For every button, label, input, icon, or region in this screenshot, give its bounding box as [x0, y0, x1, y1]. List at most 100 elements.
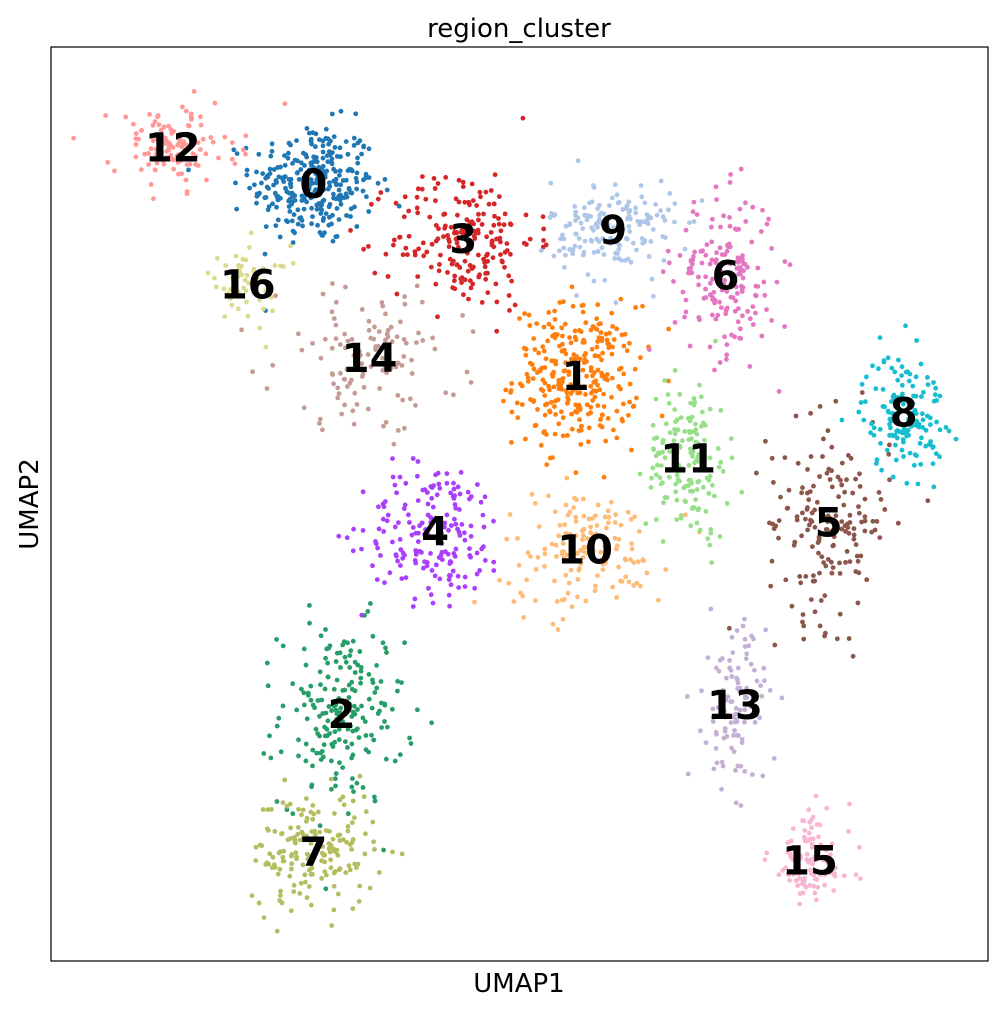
data-point [397, 752, 403, 758]
data-point [890, 474, 896, 480]
data-point [414, 340, 419, 345]
data-point [288, 243, 293, 249]
data-point [838, 477, 843, 483]
data-point [703, 740, 709, 746]
data-point [602, 277, 608, 283]
data-point [846, 530, 852, 536]
data-point [660, 539, 666, 544]
data-point [708, 530, 714, 536]
data-point [844, 549, 850, 554]
cluster-label-6: 6 [712, 254, 740, 300]
data-point [478, 194, 483, 200]
data-point [565, 590, 571, 596]
data-point [696, 315, 702, 320]
data-point [369, 201, 374, 207]
data-point [810, 544, 815, 549]
data-point [569, 411, 574, 417]
data-point [569, 604, 575, 610]
data-point [644, 570, 650, 576]
data-point [320, 155, 326, 161]
data-point [776, 872, 782, 878]
data-point [729, 745, 734, 751]
data-point [734, 227, 740, 233]
data-point [336, 696, 342, 701]
data-point [797, 876, 803, 881]
data-point [573, 533, 579, 539]
data-point [551, 253, 557, 259]
data-point [329, 923, 335, 928]
data-point [600, 567, 606, 572]
data-point [722, 726, 728, 731]
data-point [695, 453, 701, 459]
data-point [850, 653, 856, 659]
data-point [594, 236, 600, 242]
data-point [291, 212, 297, 218]
data-point [349, 741, 355, 747]
data-point [491, 222, 497, 228]
data-point [793, 869, 798, 875]
data-point [809, 825, 814, 830]
data-point [406, 233, 412, 239]
data-point [150, 122, 156, 128]
data-point [616, 219, 622, 225]
data-point [813, 793, 819, 799]
data-point [887, 442, 892, 448]
data-point [694, 212, 700, 218]
data-point [343, 739, 348, 744]
data-point [479, 300, 485, 305]
data-point [601, 391, 606, 397]
data-point [702, 437, 707, 443]
data-point [363, 809, 369, 814]
data-point [305, 852, 311, 858]
data-point [660, 440, 665, 445]
data-point [600, 236, 606, 241]
data-point [908, 423, 914, 429]
data-point [551, 369, 556, 375]
data-point [296, 331, 301, 337]
data-point [482, 558, 488, 563]
data-point [280, 854, 286, 860]
data-point [829, 444, 835, 450]
data-point [234, 206, 240, 212]
data-point [808, 517, 813, 523]
data-point [318, 355, 324, 361]
data-point [569, 426, 575, 432]
data-point [331, 907, 337, 913]
data-point [105, 160, 111, 165]
data-point [718, 460, 724, 465]
data-point [379, 300, 385, 305]
data-point [801, 818, 807, 824]
data-point [734, 628, 740, 633]
data-point [839, 519, 845, 524]
data-point [161, 161, 167, 167]
data-point [699, 446, 705, 451]
data-point [697, 527, 703, 533]
data-point [714, 760, 720, 766]
data-point [308, 697, 314, 703]
data-point [581, 205, 587, 211]
data-point [855, 558, 861, 564]
data-point [616, 536, 622, 542]
data-point [716, 464, 722, 470]
data-point [724, 357, 729, 362]
data-point [901, 439, 906, 445]
data-point [667, 449, 673, 454]
data-point [150, 138, 156, 144]
data-point [479, 222, 485, 227]
data-point [626, 199, 632, 205]
data-point [832, 871, 838, 876]
data-point [306, 884, 312, 889]
data-point [402, 502, 408, 508]
data-point [399, 363, 405, 368]
data-point [795, 460, 801, 466]
data-point [360, 371, 366, 377]
data-point [808, 867, 813, 873]
data-point [433, 472, 438, 478]
data-point [930, 444, 936, 450]
data-point [824, 470, 830, 476]
data-point [432, 346, 438, 352]
data-point [847, 559, 853, 564]
data-point [557, 343, 562, 349]
data-point [718, 224, 723, 230]
data-point [331, 883, 337, 889]
